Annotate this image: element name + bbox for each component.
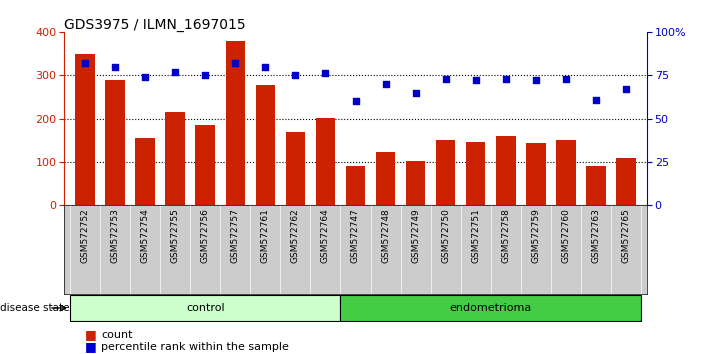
Bar	[75, 55, 95, 205]
Text: GSM572750: GSM572750	[441, 208, 450, 263]
Text: endometrioma: endometrioma	[449, 303, 532, 313]
Text: GSM572756: GSM572756	[201, 208, 210, 263]
Point	[620, 86, 631, 92]
Point	[139, 74, 151, 80]
Bar	[436, 140, 456, 205]
Point	[289, 73, 301, 78]
Point	[470, 78, 481, 83]
Point	[169, 69, 181, 75]
Text: GSM572751: GSM572751	[471, 208, 480, 263]
Text: ■: ■	[85, 328, 97, 341]
Point	[590, 97, 602, 102]
Text: GSM572753: GSM572753	[111, 208, 119, 263]
Bar	[526, 143, 545, 205]
Text: percentile rank within the sample: percentile rank within the sample	[101, 342, 289, 352]
Text: GSM572752: GSM572752	[80, 208, 90, 263]
Bar	[496, 136, 515, 205]
Text: GSM572749: GSM572749	[411, 208, 420, 263]
Point	[109, 64, 121, 69]
Text: GDS3975 / ILMN_1697015: GDS3975 / ILMN_1697015	[64, 18, 245, 32]
Point	[260, 64, 271, 69]
Point	[530, 78, 542, 83]
Point	[350, 98, 361, 104]
Point	[440, 76, 451, 81]
Bar	[166, 112, 185, 205]
Bar	[616, 159, 636, 205]
Text: GSM572759: GSM572759	[531, 208, 540, 263]
Bar	[105, 80, 125, 205]
FancyBboxPatch shape	[341, 295, 641, 321]
Point	[500, 76, 511, 81]
Bar	[286, 132, 305, 205]
Point	[560, 76, 572, 81]
Bar	[225, 41, 245, 205]
Text: GSM572760: GSM572760	[562, 208, 570, 263]
Point	[410, 90, 422, 96]
Bar	[406, 161, 425, 205]
Text: GSM572747: GSM572747	[351, 208, 360, 263]
FancyBboxPatch shape	[70, 295, 341, 321]
Bar	[346, 166, 365, 205]
Text: ■: ■	[85, 341, 97, 353]
Text: GSM572763: GSM572763	[592, 208, 600, 263]
Bar	[316, 118, 335, 205]
Text: GSM572755: GSM572755	[171, 208, 180, 263]
Text: GSM572754: GSM572754	[141, 208, 149, 263]
Bar	[466, 142, 486, 205]
Text: control: control	[186, 303, 225, 313]
Text: GSM572757: GSM572757	[231, 208, 240, 263]
Point	[380, 81, 391, 87]
Bar	[556, 140, 576, 205]
Bar	[586, 166, 606, 205]
Bar	[376, 153, 395, 205]
Text: GSM572764: GSM572764	[321, 208, 330, 263]
Text: disease state: disease state	[0, 303, 70, 313]
Bar	[135, 138, 155, 205]
Text: GSM572762: GSM572762	[291, 208, 300, 263]
Point	[320, 71, 331, 76]
Bar	[196, 125, 215, 205]
Text: GSM572765: GSM572765	[621, 208, 631, 263]
Text: GSM572761: GSM572761	[261, 208, 270, 263]
Point	[230, 60, 241, 66]
Text: GSM572758: GSM572758	[501, 208, 510, 263]
Point	[80, 60, 91, 66]
Text: count: count	[101, 330, 132, 339]
Bar	[255, 85, 275, 205]
Text: GSM572748: GSM572748	[381, 208, 390, 263]
Point	[200, 73, 211, 78]
